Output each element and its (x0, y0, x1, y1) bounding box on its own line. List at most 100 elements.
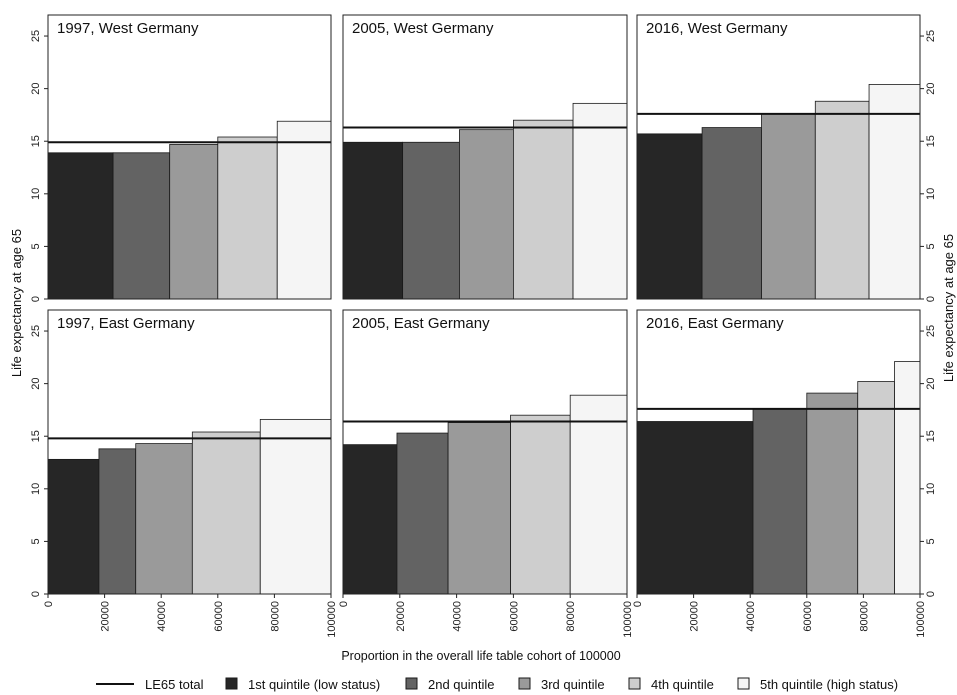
x-tick-label: 40000 (452, 601, 464, 632)
bar-quintile-3 (761, 113, 816, 300)
panel-2: 2005, West Germany (342, 14, 628, 300)
bar-quintile-3 (135, 443, 193, 595)
y-tick-label: 0 (30, 591, 42, 597)
legend-swatch-quintile-4 (628, 677, 641, 690)
x-tick-label: 100000 (622, 601, 634, 638)
y-tick-label: 25 (30, 30, 42, 42)
y-tick-label: 5 (30, 538, 42, 544)
bar-quintile-2 (112, 152, 171, 300)
legend: LE65 total 1st quintile (low status) 2nd q… (96, 677, 898, 692)
x-tick-label: 20000 (689, 601, 701, 632)
y-tick-label: 5 (925, 243, 937, 249)
y-tick-label: 25 (925, 325, 937, 337)
y-axes: 0 5 10 15 20 25 0 5 10 15 20 25 0 5 10 15 20 25 0 5 10 15 20 25 (30, 30, 937, 597)
x-tick-label: 40000 (745, 601, 757, 632)
panel-title: 2005, West Germany (352, 20, 494, 37)
legend-label-quintile-1: 1st quintile (low status) (248, 677, 380, 692)
x-axis-label: Proportion in the overall life table coh… (341, 649, 620, 663)
x-tick-label: 60000 (508, 601, 520, 632)
panel-3: 2016, West Germany (636, 14, 921, 300)
legend-label-quintile-4: 4th quintile (651, 677, 714, 692)
y-tick-label: 15 (925, 135, 937, 147)
bar-quintile-1 (47, 458, 100, 595)
legend-label-quintile-3: 3rd quintile (541, 677, 605, 692)
legend-label-quintile-2: 2nd quintile (428, 677, 495, 692)
panel-frame (342, 14, 628, 300)
x-tick-label: 0 (632, 601, 644, 607)
bar-quintile-5 (894, 361, 921, 595)
panel-title: 2016, West Germany (646, 20, 788, 37)
panels: 1997, West Germany 2005, West Germany 2016… (47, 14, 921, 595)
bar-quintile-4 (857, 381, 895, 595)
bar-quintile-5 (259, 418, 332, 595)
legend-swatch-quintile-2 (405, 677, 418, 690)
x-tick-label: 80000 (565, 601, 577, 632)
y-tick-label: 20 (925, 83, 937, 95)
y-tick-label: 20 (925, 378, 937, 390)
y-tick-label: 5 (30, 243, 42, 249)
y-tick-label: 20 (30, 83, 42, 95)
panel-frame (47, 309, 332, 595)
bar-quintile-1 (342, 444, 398, 595)
bar-quintile-1 (636, 421, 754, 595)
panel-title: 2016, East Germany (646, 315, 784, 332)
bar-quintile-1 (342, 141, 404, 300)
bar-quintile-3 (447, 422, 511, 595)
bar-quintile-5 (572, 102, 628, 300)
y-tick-label: 0 (30, 296, 42, 302)
panel-4: 1997, East Germany (47, 309, 332, 595)
panel-frame (636, 309, 921, 595)
y-tick-label: 10 (925, 483, 937, 495)
bar-quintile-2 (402, 141, 460, 300)
bar-quintile-2 (98, 448, 137, 595)
x-tick-label: 0 (338, 601, 350, 607)
y-tick-label: 10 (30, 188, 42, 200)
bar-quintile-3 (806, 392, 859, 595)
legend-label-total: LE65 total (145, 677, 204, 692)
bar-quintile-4 (191, 431, 261, 595)
panel-title: 2005, East Germany (352, 315, 490, 332)
y-tick-label: 0 (925, 296, 937, 302)
bar-quintile-5 (569, 394, 628, 595)
panel-5: 2005, East Germany (342, 309, 628, 595)
x-tick-label: 80000 (269, 601, 281, 632)
y-axis-label-left: Life expectancy at age 65 (9, 229, 24, 377)
y-tick-label: 25 (925, 30, 937, 42)
panel-1: 1997, West Germany (47, 14, 332, 300)
panel-6: 2016, East Germany (636, 309, 921, 595)
x-tick-label: 20000 (100, 601, 112, 632)
panel-title: 1997, East Germany (57, 315, 195, 332)
bar-quintile-2 (752, 408, 808, 595)
y-tick-label: 25 (30, 325, 42, 337)
y-tick-label: 15 (30, 135, 42, 147)
panel-frame (342, 309, 628, 595)
y-tick-label: 15 (30, 430, 42, 442)
x-tick-label: 60000 (213, 601, 225, 632)
bar-quintile-2 (396, 432, 449, 595)
x-tick-label: 60000 (802, 601, 814, 632)
bar-quintile-3 (169, 143, 219, 300)
panel-frame (47, 14, 332, 300)
bar-quintile-1 (636, 133, 703, 300)
bar-quintile-1 (47, 152, 114, 300)
bar-quintile-4 (217, 136, 278, 300)
x-tick-label: 0 (43, 601, 55, 607)
x-tick-label: 100000 (326, 601, 338, 638)
y-tick-label: 10 (30, 483, 42, 495)
y-tick-label: 20 (30, 378, 42, 390)
bar-quintile-4 (513, 119, 574, 300)
x-tick-label: 80000 (858, 601, 870, 632)
legend-swatch-quintile-1 (225, 677, 238, 690)
legend-label-quintile-5: 5th quintile (high status) (760, 677, 898, 692)
bar-quintile-4 (814, 100, 870, 300)
panel-frame (636, 14, 921, 300)
y-tick-label: 15 (925, 430, 937, 442)
y-tick-label: 5 (925, 538, 937, 544)
bar-quintile-4 (510, 414, 571, 595)
bar-quintile-2 (701, 127, 762, 300)
panel-title: 1997, West Germany (57, 20, 199, 37)
y-axis-label-right: Life expectancy at age 65 (941, 234, 956, 382)
x-axes: 0 20000 40000 60000 80000 100000 0 20000 40000 60… (43, 594, 927, 638)
bar-quintile-5 (276, 120, 332, 300)
